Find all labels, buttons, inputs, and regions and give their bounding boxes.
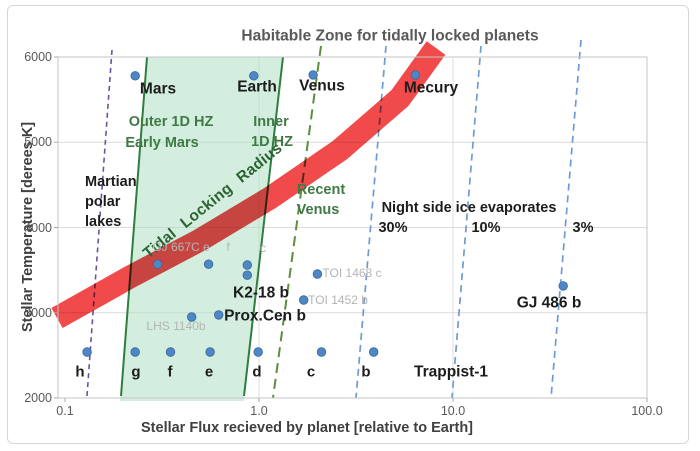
data-point-lhs-1140b [186, 312, 197, 322]
data-point-mecury [410, 70, 421, 80]
data-point-trappist-1-b [369, 347, 379, 357]
recent-venus-boundary [272, 45, 322, 399]
data-point-trappist-1-g [130, 347, 140, 357]
data-point-toi-1468-c [312, 269, 323, 279]
night-ice-3pct-line [550, 39, 582, 399]
data-point-earth [249, 71, 259, 81]
data-point-trappist-1-f [165, 347, 176, 357]
data-point-gj-667c-f [203, 259, 214, 269]
data-point-k2-18-b [242, 270, 253, 280]
data-point-toi-1452-b [299, 295, 309, 305]
data-point-mars [130, 71, 140, 81]
chart-card [7, 5, 689, 444]
night-ice-10pct-line [451, 45, 482, 399]
data-point-trappist-1-e [205, 347, 215, 357]
tidal-locking-band [51, 41, 446, 329]
night-ice-30pct-line [355, 45, 387, 399]
data-point-gj-667c-c [242, 260, 253, 270]
outer-1d-hz-boundary [120, 56, 148, 397]
data-point-venus [308, 70, 318, 80]
data-point-prox-cen-b [213, 310, 224, 320]
data-point-trappist-1-c [316, 347, 327, 357]
inner-1d-hz-boundary [243, 56, 284, 397]
data-point-trappist-1-d [253, 347, 263, 357]
martian-polar-lakes-boundary [86, 49, 113, 397]
data-point-trappist-1-h [82, 347, 92, 357]
data-point-gj-486-b [558, 281, 568, 291]
data-point-gj-667c-e [152, 259, 163, 269]
